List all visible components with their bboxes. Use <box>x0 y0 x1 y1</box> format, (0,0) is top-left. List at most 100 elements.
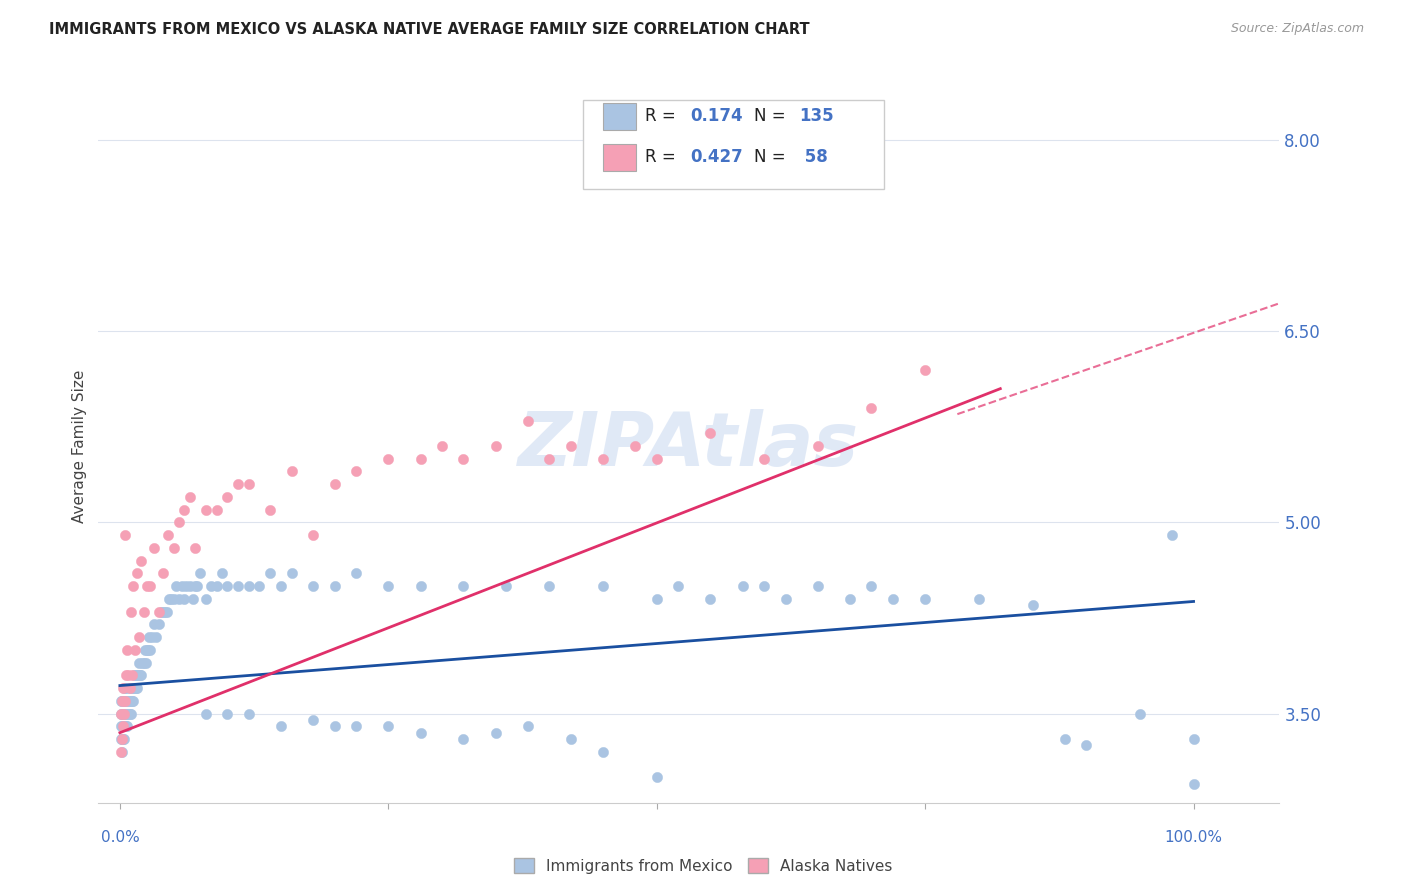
Point <box>377 579 399 593</box>
Point <box>205 579 228 593</box>
Point <box>344 566 367 581</box>
Point <box>112 719 135 733</box>
Point <box>129 668 152 682</box>
Point <box>194 502 217 516</box>
Point <box>117 643 139 657</box>
Point <box>111 732 134 747</box>
Point <box>122 668 145 682</box>
Point <box>143 617 166 632</box>
Point <box>135 643 157 657</box>
Point <box>121 681 143 695</box>
Point <box>125 668 148 682</box>
Point <box>184 579 207 593</box>
Point <box>111 694 134 708</box>
Point <box>124 643 146 657</box>
Point <box>453 579 475 593</box>
Point <box>516 413 538 427</box>
Point <box>217 706 239 721</box>
Point <box>114 694 136 708</box>
Point <box>112 732 135 747</box>
Point <box>114 694 136 708</box>
Text: 100.0%: 100.0% <box>1164 830 1223 845</box>
Point <box>194 591 217 606</box>
Text: 135: 135 <box>799 107 834 125</box>
Point <box>110 706 132 721</box>
Point <box>152 605 174 619</box>
Point <box>914 591 936 606</box>
Text: 0.427: 0.427 <box>690 148 742 166</box>
Point <box>117 694 139 708</box>
Point <box>699 426 721 441</box>
Y-axis label: Average Family Size: Average Family Size <box>72 369 87 523</box>
Point <box>118 694 141 708</box>
Point <box>112 681 135 695</box>
Point <box>115 706 138 721</box>
Text: IMMIGRANTS FROM MEXICO VS ALASKA NATIVE AVERAGE FAMILY SIZE CORRELATION CHART: IMMIGRANTS FROM MEXICO VS ALASKA NATIVE … <box>49 22 810 37</box>
Point <box>121 694 143 708</box>
Point <box>538 451 561 466</box>
Point <box>238 579 260 593</box>
Point <box>148 617 170 632</box>
Point <box>127 668 149 682</box>
Point <box>117 668 139 682</box>
Point <box>120 694 142 708</box>
Point <box>125 668 148 682</box>
Point <box>114 528 136 542</box>
Point <box>377 451 399 466</box>
Point <box>121 681 143 695</box>
Point <box>111 745 134 759</box>
Point <box>111 732 134 747</box>
Point <box>645 591 668 606</box>
Point <box>238 477 260 491</box>
Point <box>752 579 775 593</box>
Point <box>132 605 155 619</box>
FancyBboxPatch shape <box>582 100 884 189</box>
Point <box>238 706 260 721</box>
Point <box>226 477 249 491</box>
Point <box>122 681 145 695</box>
Point <box>967 591 990 606</box>
Point <box>148 605 170 619</box>
Point <box>194 706 217 721</box>
Point <box>172 579 194 593</box>
Point <box>302 579 325 593</box>
Point <box>131 554 153 568</box>
Point <box>323 719 346 733</box>
Point <box>117 706 139 721</box>
Point <box>112 706 135 721</box>
Point <box>117 681 139 695</box>
Point <box>409 725 432 739</box>
Text: N =: N = <box>754 107 790 125</box>
Text: R =: R = <box>645 107 682 125</box>
Point <box>135 656 157 670</box>
Point <box>485 439 508 453</box>
Point <box>156 605 179 619</box>
Point <box>131 656 153 670</box>
Point <box>112 694 135 708</box>
Point <box>624 439 647 453</box>
Point <box>160 591 183 606</box>
Point <box>114 719 136 733</box>
Text: 58: 58 <box>799 148 828 166</box>
Point <box>115 694 138 708</box>
Point <box>217 579 239 593</box>
Point <box>259 502 281 516</box>
Point <box>323 579 346 593</box>
Point <box>141 630 163 644</box>
Point <box>270 579 292 593</box>
Point <box>152 566 174 581</box>
Point <box>860 401 883 415</box>
Point <box>173 591 195 606</box>
FancyBboxPatch shape <box>603 103 636 129</box>
Point <box>200 579 222 593</box>
Point <box>226 579 249 593</box>
Point <box>430 439 453 453</box>
Point <box>167 516 190 530</box>
Point <box>153 605 176 619</box>
Point <box>323 477 346 491</box>
Point <box>1161 528 1184 542</box>
Point <box>111 694 134 708</box>
Point <box>186 579 208 593</box>
Point <box>592 579 614 593</box>
Text: ZIPAtlas: ZIPAtlas <box>519 409 859 483</box>
